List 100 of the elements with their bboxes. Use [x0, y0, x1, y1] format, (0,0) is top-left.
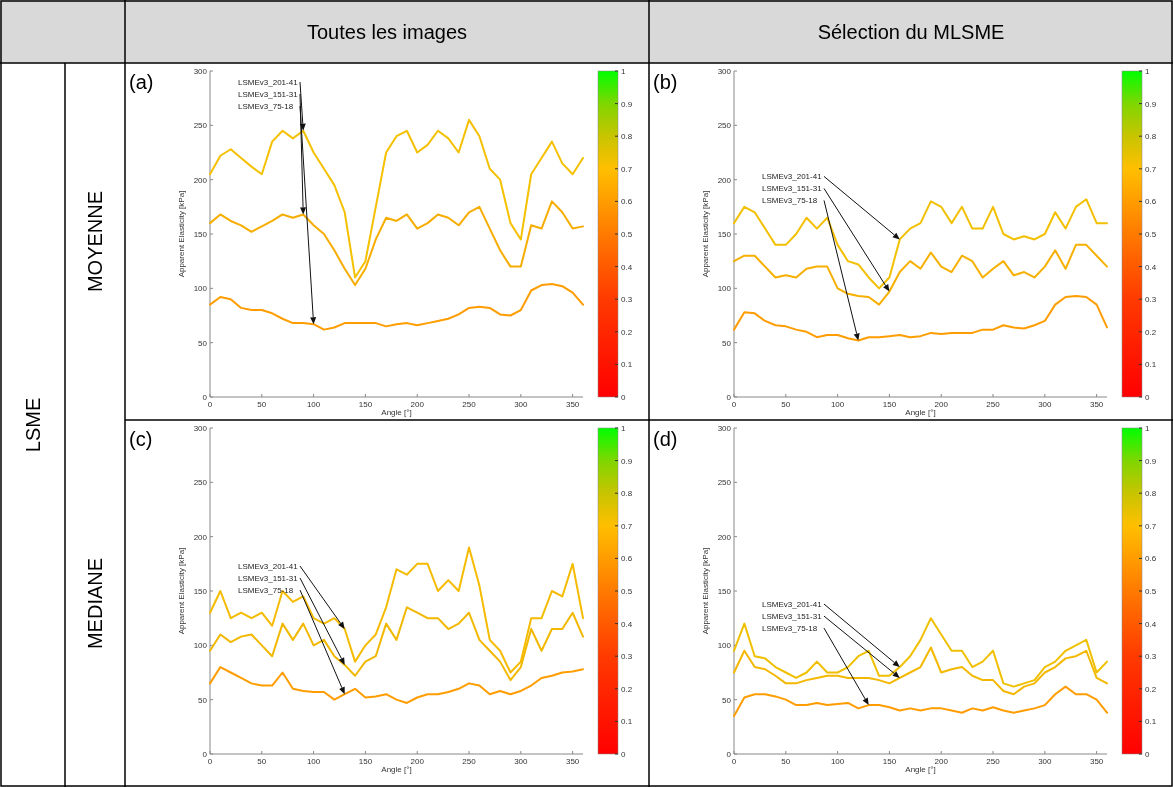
text: Toutes les images — [306, 20, 468, 43]
x-tick-label: 250 — [986, 400, 1001, 409]
color-bar-label: 0.8 — [1145, 489, 1157, 499]
line-series — [733, 685, 1108, 717]
color-bar-label: 0.5 — [621, 587, 633, 596]
color-bar-label: 0.2 — [621, 684, 633, 694]
x-axis-title: Angle [°] — [381, 408, 412, 417]
color-bar-label: 0.2 — [621, 327, 633, 337]
color-bar-label: 0.9 — [1145, 99, 1157, 109]
x-tick-label: 200 — [410, 757, 425, 766]
color-bar-label: 0 — [1145, 750, 1150, 759]
color-bar-label: 0.4 — [621, 619, 633, 629]
color-bar-label: 0.4 — [1145, 619, 1157, 629]
color-bar-label: 0.5 — [1145, 587, 1157, 596]
y-tick-label: 150 — [717, 230, 732, 239]
annotation: LSMEv3_201-41 — [238, 78, 299, 87]
line-series — [209, 200, 584, 287]
y-tick-label: 150 — [717, 587, 732, 596]
y-tick-label: 0 — [202, 393, 208, 402]
y-axis-title: Apparent Elasticity [kPa] — [177, 190, 186, 278]
y-tick-label: 50 — [198, 338, 208, 348]
y-tick-label: 100 — [717, 641, 732, 651]
color-bar-label: 0.3 — [1145, 295, 1157, 305]
y-tick-label: 250 — [717, 478, 732, 488]
x-tick-label: 50 — [781, 400, 791, 409]
x-tick-label: 300 — [1038, 400, 1053, 409]
y-tick-label: 200 — [193, 175, 208, 185]
color-bar-label: 0.9 — [621, 456, 633, 466]
text: MEDIANE — [84, 557, 106, 650]
y-tick-label: 50 — [722, 695, 732, 705]
y-tick-label: 0 — [202, 750, 208, 759]
y-tick-label: 200 — [717, 532, 732, 542]
x-tick-label: 250 — [462, 400, 477, 409]
x-axis-title: Angle [°] — [381, 765, 412, 774]
line-series — [733, 198, 1108, 290]
x-tick-label: 100 — [306, 757, 321, 766]
text: Sélection du MLSME — [817, 20, 1005, 43]
annotation: LSMEv3_201-41 — [762, 172, 823, 182]
color-bar-label: 0.4 — [621, 262, 633, 272]
x-tick-label: 150 — [882, 757, 897, 766]
y-tick-label: 150 — [193, 587, 208, 596]
x-tick-label: 350 — [1089, 400, 1104, 409]
line-series — [733, 294, 1108, 342]
x-tick-label: 100 — [306, 400, 321, 409]
text: LSME — [21, 397, 44, 453]
chart-title: (b) — [653, 71, 678, 93]
y-tick-label: 300 — [193, 67, 208, 76]
annotation: LSMEv3_151-31 — [762, 184, 823, 194]
annotation: LSMEv3_75-18 — [238, 102, 294, 111]
x-tick-label: 350 — [565, 757, 580, 766]
x-tick-label: 350 — [1089, 757, 1104, 766]
color-bar-label: 1 — [1145, 424, 1150, 433]
text: MOYENNE — [84, 190, 106, 293]
color-bar-label: 0 — [621, 393, 626, 402]
y-tick-label: 0 — [726, 393, 732, 402]
y-axis-title: Apparent Elasticity [kPa] — [701, 190, 710, 278]
y-tick-label: 100 — [193, 284, 208, 294]
y-tick-label: 300 — [193, 424, 208, 433]
y-tick-label: 300 — [717, 67, 732, 76]
y-tick-label: 0 — [726, 750, 732, 759]
x-tick-label: 150 — [358, 757, 373, 766]
color-bar-label: 0.6 — [621, 554, 633, 564]
color-bar-label: 0.1 — [1145, 717, 1157, 727]
color-bar-label: 0.6 — [1145, 554, 1157, 564]
color-bar-label: 0.5 — [621, 230, 633, 239]
color-bar-label: 0.6 — [1145, 197, 1157, 207]
x-axis-title: Angle [°] — [905, 765, 936, 774]
y-tick-label: 150 — [193, 230, 208, 239]
annotation: LSMEv3_75-18 — [238, 586, 294, 596]
line-series — [209, 666, 584, 704]
color-bar-label: 0.8 — [621, 489, 633, 499]
annotation: LSMEv3_201-41 — [238, 562, 299, 572]
x-tick-label: 200 — [410, 400, 425, 409]
y-tick-label: 50 — [722, 338, 732, 348]
color-bar-label: 0 — [621, 750, 626, 759]
x-tick-label: 50 — [781, 757, 791, 766]
color-bar-label: 0.7 — [621, 164, 633, 174]
annotation: LSMEv3_201-41 — [762, 600, 823, 610]
y-axis-title: Apparent Elasticity [kPa] — [701, 547, 710, 635]
color-bar-label: 1 — [621, 67, 626, 76]
y-axis-title: Apparent Elasticity [kPa] — [177, 547, 186, 635]
y-tick-label: 250 — [717, 121, 732, 131]
color-bar-label: 0.7 — [1145, 521, 1157, 531]
x-tick-label: 150 — [358, 400, 373, 409]
color-bar-label: 0.9 — [1145, 456, 1157, 466]
color-bar-label: 1 — [621, 424, 626, 433]
x-tick-label: 50 — [257, 400, 267, 409]
y-tick-label: 200 — [717, 175, 732, 185]
color-bar-label: 0.2 — [1145, 327, 1157, 337]
x-tick-label: 100 — [830, 757, 845, 766]
annotation: LSMEv3_75-18 — [762, 624, 818, 634]
color-bar-label: 0.1 — [1145, 360, 1157, 370]
x-axis-title: Angle [°] — [905, 408, 936, 417]
annotation: LSMEv3_151-31 — [238, 90, 299, 99]
x-tick-label: 200 — [934, 400, 949, 409]
annotation: LSMEv3_75-18 — [762, 196, 818, 206]
x-tick-label: 250 — [986, 757, 1001, 766]
color-bar-label: 0.8 — [1145, 132, 1157, 142]
line-series — [733, 243, 1108, 306]
y-tick-label: 100 — [193, 641, 208, 651]
